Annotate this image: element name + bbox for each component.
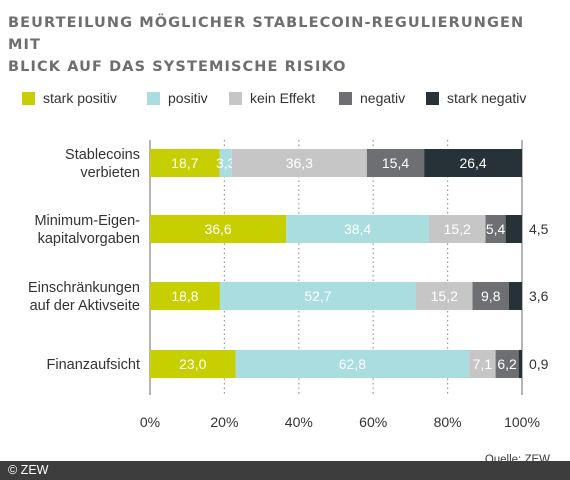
- legend-swatch-stark-positiv: [22, 91, 35, 105]
- data-label: 62,8: [339, 356, 366, 372]
- chart-title-line-2: BLICK AUF DAS SYSTEMISCHE RISIKO: [8, 59, 347, 75]
- legend-label-positiv: positiv: [168, 90, 208, 106]
- data-label: 18,8: [171, 288, 198, 304]
- data-label: 15,2: [444, 221, 471, 237]
- bar-segment: [235, 350, 470, 378]
- data-label: 18,7: [171, 155, 198, 171]
- data-label: 6,2: [497, 356, 517, 372]
- category-label: Stablecoins: [65, 147, 140, 163]
- bar-segment: [518, 350, 522, 378]
- legend-item-positiv: positiv: [147, 88, 208, 108]
- legend-swatch-kein-effekt: [229, 91, 242, 105]
- data-label: 4,5: [529, 221, 549, 237]
- chart-legend: stark positiv positiv kein Effekt negati…: [0, 88, 570, 108]
- legend-swatch-negativ: [339, 91, 352, 105]
- legend-swatch-stark-negativ: [426, 91, 439, 105]
- category-label: kapitalvorgaben: [38, 231, 140, 247]
- category-label: auf der Aktivseite: [30, 298, 140, 314]
- legend-item-negativ: negativ: [339, 88, 405, 108]
- bar-segment: [505, 215, 522, 243]
- x-tick-label: 80%: [434, 414, 462, 430]
- bar-segment: [150, 149, 220, 177]
- bar-segment: [150, 282, 220, 310]
- legend-item-kein-effekt: kein Effekt: [229, 88, 315, 108]
- bar-segment: [219, 282, 416, 310]
- data-label: 36,6: [204, 221, 231, 237]
- bar-segment: [429, 215, 486, 243]
- chart-title-line-1: BEURTEILUNG MÖGLICHER STABLECOIN-REGULIE…: [8, 15, 525, 53]
- legend-item-stark-negativ: stark negativ: [426, 88, 526, 108]
- data-label: 23,0: [179, 356, 206, 372]
- bar-segment: [286, 215, 429, 243]
- chart-title: BEURTEILUNG MÖGLICHER STABLECOIN-REGULIE…: [8, 12, 548, 78]
- legend-label-kein-effekt: kein Effekt: [250, 90, 316, 106]
- bar-segment: [469, 350, 496, 378]
- legend-item-stark-positiv: stark positiv: [22, 88, 117, 108]
- bar-segment: [485, 215, 506, 243]
- bar-segment: [231, 149, 367, 177]
- category-label: Finanzaufsicht: [47, 357, 141, 373]
- category-label: verbieten: [80, 165, 140, 181]
- data-label: 15,2: [431, 288, 458, 304]
- x-tick-label: 100%: [504, 414, 540, 430]
- x-tick-label: 40%: [285, 414, 313, 430]
- stacked-bar-chart: 0% 20% 40% 60% 80% 100% Stablecoins verbieten 18…: [28, 140, 549, 430]
- data-label: 7,1: [473, 356, 493, 372]
- data-label: 52,7: [304, 288, 331, 304]
- data-label: 26,4: [459, 155, 486, 171]
- bar-segment: [472, 282, 509, 310]
- data-label: 15,4: [382, 155, 409, 171]
- data-label: 5,4: [486, 221, 506, 237]
- bar-segment: [150, 350, 236, 378]
- bar-segment: [366, 149, 425, 177]
- bar-segment: [219, 149, 232, 177]
- category-label: Minimum-Eigen-: [34, 213, 140, 229]
- data-label: 3,3: [216, 155, 236, 171]
- data-label: 9,8: [481, 288, 501, 304]
- data-label: 0,9: [529, 356, 549, 372]
- copyright-label: © ZEW: [8, 463, 49, 477]
- legend-label-negativ: negativ: [360, 90, 406, 106]
- bar-segment: [150, 215, 287, 243]
- data-label: 38,4: [344, 221, 371, 237]
- data-label: 36,3: [286, 155, 313, 171]
- legend-label-stark-negativ: stark negativ: [447, 90, 527, 106]
- bar-segment: [495, 350, 519, 378]
- bar-segment: [415, 282, 473, 310]
- category-label: Einschränkungen: [28, 280, 140, 296]
- bar-segment: [508, 282, 522, 310]
- footer-bar: © ZEW: [0, 461, 570, 480]
- x-tick-label: 20%: [210, 414, 238, 430]
- x-tick-label: 60%: [359, 414, 387, 430]
- x-tick-label: 0%: [140, 414, 160, 430]
- legend-label-stark-positiv: stark positiv: [43, 90, 117, 106]
- bar-segment: [424, 149, 522, 177]
- legend-swatch-positiv: [147, 91, 160, 105]
- data-label: 3,6: [529, 288, 549, 304]
